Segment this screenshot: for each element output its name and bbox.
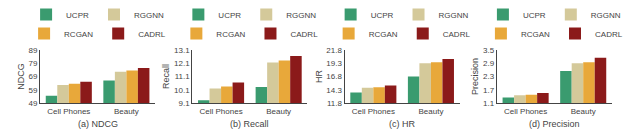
- svg-text:21.8: 21.8: [326, 46, 342, 55]
- svg-text:Cell Phones: Cell Phones: [504, 107, 547, 116]
- svg-text:16.8: 16.8: [326, 72, 342, 81]
- svg-text:(a) NDCG: (a) NDCG: [78, 119, 118, 129]
- svg-text:UCPR: UCPR: [66, 11, 89, 20]
- svg-text:CADRL: CADRL: [443, 30, 471, 39]
- svg-text:12.1: 12.1: [174, 59, 190, 68]
- svg-text:RCGAN: RCGAN: [369, 30, 398, 39]
- svg-text:11.8: 11.8: [327, 99, 343, 108]
- svg-text:RCGAN: RCGAN: [64, 30, 93, 39]
- svg-text:RCGAN: RCGAN: [216, 30, 245, 39]
- svg-text:CADRL: CADRL: [138, 30, 166, 39]
- svg-text:79: 79: [28, 59, 37, 68]
- svg-text:RCGAN: RCGAN: [521, 30, 550, 39]
- svg-text:CADRL: CADRL: [290, 30, 318, 39]
- svg-text:(b) Recall: (b) Recall: [230, 119, 269, 129]
- svg-text:CADRL: CADRL: [595, 30, 623, 39]
- svg-text:1.7: 1.7: [483, 86, 495, 95]
- svg-text:UCPR: UCPR: [371, 11, 394, 20]
- svg-text:RGGNN: RGGNN: [286, 11, 316, 20]
- svg-text:9.1: 9.1: [179, 99, 191, 108]
- svg-text:Recall: Recall: [161, 64, 171, 89]
- svg-text:RGGNN: RGGNN: [134, 11, 164, 20]
- svg-text:Cell Phones: Cell Phones: [47, 107, 90, 116]
- svg-text:Cell Phones: Cell Phones: [352, 107, 395, 116]
- svg-text:Beauty: Beauty: [571, 107, 596, 116]
- svg-text:19.3: 19.3: [326, 59, 342, 68]
- svg-text:69: 69: [28, 72, 37, 81]
- svg-text:UCPR: UCPR: [523, 11, 546, 20]
- svg-text:59: 59: [28, 86, 37, 95]
- svg-text:(c) HR: (c) HR: [389, 119, 415, 129]
- svg-text:11.1: 11.1: [175, 72, 191, 81]
- svg-text:Cell Phones: Cell Phones: [200, 107, 243, 116]
- svg-text:RGGNN: RGGNN: [591, 11, 621, 20]
- svg-text:13.1: 13.1: [174, 46, 190, 55]
- svg-text:Precision: Precision: [470, 58, 480, 95]
- svg-text:(d) Precision: (d) Precision: [529, 119, 580, 129]
- svg-text:2.3: 2.3: [483, 72, 495, 81]
- svg-text:Beauty: Beauty: [114, 107, 139, 116]
- svg-text:3.5: 3.5: [483, 46, 495, 55]
- svg-text:HR: HR: [314, 70, 324, 83]
- svg-text:10.1: 10.1: [174, 86, 190, 95]
- svg-text:14.3: 14.3: [326, 86, 342, 95]
- svg-text:Beauty: Beauty: [418, 107, 443, 116]
- svg-text:89: 89: [28, 46, 37, 55]
- svg-text:UCPR: UCPR: [218, 11, 241, 20]
- svg-text:2.9: 2.9: [483, 59, 495, 68]
- svg-text:RGGNN: RGGNN: [439, 11, 469, 20]
- svg-text:Beauty: Beauty: [266, 107, 291, 116]
- svg-text:1.1: 1.1: [483, 99, 495, 108]
- svg-text:49: 49: [28, 99, 37, 108]
- svg-text:NDCG: NDCG: [16, 63, 26, 90]
